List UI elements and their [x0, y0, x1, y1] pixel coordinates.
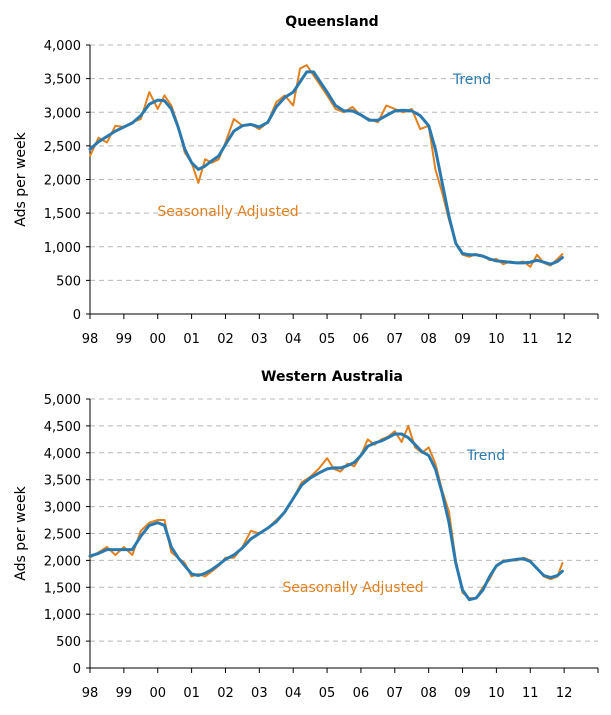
- panel-2-y-tick-label: 3,000: [44, 501, 81, 516]
- panel-2-y-tick-label: 2,500: [44, 528, 81, 543]
- panel-2-x-tick-label: 03: [251, 686, 268, 701]
- panel-1-x-tick-label: 03: [251, 332, 268, 347]
- panel-2-y-tick-label: 1,000: [44, 608, 81, 623]
- panel-1-x-tick-label: 04: [285, 332, 302, 347]
- panel-2-y-axis-label: Ads per week: [13, 485, 29, 580]
- panel-1-y-tick-label: 3,500: [44, 73, 81, 88]
- panel-2-x-tick-label: 12: [556, 686, 573, 701]
- panel-1-x-tick-label: 00: [149, 332, 166, 347]
- panel-2-y-tick-label: 500: [56, 635, 81, 650]
- panel-1-x-tick-label: 99: [116, 332, 133, 347]
- panel-2-x-tick-label: 06: [353, 686, 370, 701]
- panel-2-y-tick-label: 2,000: [44, 554, 81, 569]
- panel-2-x-tick-label: 09: [454, 686, 471, 701]
- panel-1-y-tick-label: 2,000: [44, 174, 81, 189]
- panel-2-y-tick-label: 5,000: [44, 393, 81, 408]
- panel-2-y-tick-label: 4,500: [44, 420, 81, 435]
- panel-1-series-seasonally-adjusted-line: [89, 64, 564, 268]
- panel-1-y-tick-label: 4,000: [44, 39, 81, 54]
- panel-2-x-tick-label: 01: [183, 686, 200, 701]
- panel-2-seasonally-adjusted-annotation: Seasonally Adjusted: [282, 580, 423, 596]
- panel-1-y-tick-label: 3,000: [44, 106, 81, 121]
- panel-2-y-tick-label: 4,000: [44, 447, 81, 462]
- panel-2-x-tick-label: 04: [285, 686, 302, 701]
- panel-1-x-tick-label: 11: [522, 332, 539, 347]
- panel-1-x-tick-label: 10: [488, 332, 505, 347]
- panel-1-trend-annotation: Trend: [452, 72, 491, 88]
- panel-2-x-tick-label: 08: [420, 686, 437, 701]
- panel-1-y-tick-label: 1,500: [44, 207, 81, 222]
- panel-2-x-tick-label: 00: [149, 686, 166, 701]
- panel-2-x-tick-label: 05: [319, 686, 336, 701]
- panel-1-x-tick-label: 12: [556, 332, 573, 347]
- panel-1-x-tick-label: 02: [217, 332, 234, 347]
- panel-2-x-tick-label: 02: [217, 686, 234, 701]
- panel-2-x-tick-label: 98: [82, 686, 99, 701]
- panel-2-x-tick-label: 11: [522, 686, 539, 701]
- panel-2-x-tick-label: 99: [116, 686, 133, 701]
- panel-1-x-tick-label: 05: [319, 332, 336, 347]
- panel-1-x-tick-label: 01: [183, 332, 200, 347]
- panel-1-y-tick-label: 2,500: [44, 140, 81, 155]
- panel-1-x-tick-label: 08: [420, 332, 437, 347]
- panel-1-y-tick-label: 1,000: [44, 241, 81, 256]
- panel-1-x-tick-label: 06: [353, 332, 370, 347]
- panel-2-series-trend-line: [88, 432, 564, 602]
- panel-1-y-tick-label: 500: [56, 274, 81, 289]
- panel-2-trend-annotation: Trend: [466, 448, 505, 464]
- panel-1-series-trend-line: [88, 70, 564, 266]
- panel-2-y-tick-label: 0: [73, 662, 81, 677]
- panel-1-x-tick-label: 07: [387, 332, 404, 347]
- panel-2-y-tick-label: 3,500: [44, 474, 81, 489]
- panel-1-x-tick-label: 98: [82, 332, 99, 347]
- panel-2-y-tick-label: 1,500: [44, 581, 81, 596]
- panel-1-x-tick-label: 09: [454, 332, 471, 347]
- panel-1-y-tick-label: 0: [73, 308, 81, 323]
- panel-2-x-tick-label: 10: [488, 686, 505, 701]
- panel-2-x-tick-label: 07: [387, 686, 404, 701]
- panel-1-y-axis-label: Ads per week: [13, 131, 29, 226]
- panel-1-title: Queensland: [285, 14, 378, 30]
- panel-1-seasonally-adjusted-annotation: Seasonally Adjusted: [157, 204, 298, 220]
- panel-2-title: Western Australia: [261, 369, 403, 385]
